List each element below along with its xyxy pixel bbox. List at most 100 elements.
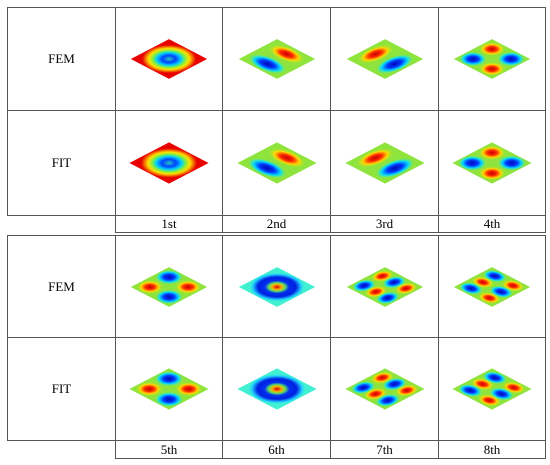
lobe xyxy=(477,394,502,407)
lobe xyxy=(394,281,417,294)
image-cell xyxy=(438,235,546,338)
mode-shape xyxy=(346,266,423,307)
row-header: FIT xyxy=(7,110,116,216)
plate-surface xyxy=(346,266,423,307)
lobe xyxy=(459,51,487,67)
mode-label: 8th xyxy=(438,440,546,459)
row-header: FEM xyxy=(7,235,116,338)
image-cell xyxy=(438,110,546,216)
image-cell xyxy=(222,235,331,338)
mode-label: 3rd xyxy=(330,215,439,233)
mode-label: 2nd xyxy=(222,215,331,233)
mode-shape xyxy=(130,266,208,307)
plate xyxy=(346,266,423,307)
mode-shape xyxy=(452,142,532,184)
lobe xyxy=(478,42,506,57)
plate xyxy=(344,142,425,184)
mode-label: 7th xyxy=(330,440,439,459)
lobe xyxy=(458,155,487,171)
lobe xyxy=(174,381,203,397)
image-cell xyxy=(438,7,546,111)
lobe xyxy=(135,381,164,397)
image-cell xyxy=(222,337,331,441)
lobe xyxy=(478,61,506,76)
mode-shape xyxy=(453,266,531,307)
lobe xyxy=(155,269,183,284)
row-header: FIT xyxy=(7,337,116,441)
lobe xyxy=(248,54,286,74)
image-cell xyxy=(115,7,223,111)
mode-shape xyxy=(129,368,209,410)
lobe xyxy=(478,166,506,181)
mode-shape xyxy=(236,368,317,410)
image-cell xyxy=(222,7,331,111)
plate xyxy=(346,39,423,79)
lobe xyxy=(267,44,305,64)
plate xyxy=(129,142,209,184)
plate xyxy=(452,142,532,184)
mode-shape xyxy=(236,142,317,184)
plate-surface xyxy=(238,266,315,307)
lobe xyxy=(459,281,483,294)
image-cell xyxy=(330,7,439,111)
mode-label: 6th xyxy=(222,440,331,459)
mode-label: 1st xyxy=(115,215,223,233)
image-cell xyxy=(115,110,223,216)
plate xyxy=(238,266,315,307)
plate xyxy=(453,266,531,307)
mode-shape xyxy=(238,266,315,307)
plate-surface xyxy=(129,142,209,184)
lobe xyxy=(136,279,164,294)
plate xyxy=(452,368,532,410)
lobe xyxy=(375,54,413,74)
mode-shape xyxy=(344,368,425,410)
image-cell xyxy=(115,337,223,441)
lobe xyxy=(477,291,501,304)
mode-label: 4th xyxy=(438,215,546,233)
lobe xyxy=(375,158,414,179)
mode-shape xyxy=(453,39,531,79)
lobe xyxy=(155,371,183,386)
plate xyxy=(130,39,208,79)
lobe xyxy=(497,155,526,171)
row-header: FEM xyxy=(7,7,116,111)
image-cell xyxy=(330,110,439,216)
plate-surface xyxy=(236,368,317,410)
lobe xyxy=(155,289,183,304)
plate-surface xyxy=(236,142,317,184)
lobe xyxy=(458,384,483,397)
lobe xyxy=(155,392,183,407)
mode-shape xyxy=(452,368,532,410)
lobe xyxy=(355,147,394,168)
plate xyxy=(129,368,209,410)
plate-surface xyxy=(130,266,208,307)
lobe xyxy=(267,147,306,168)
plate-surface xyxy=(129,368,209,410)
plate xyxy=(236,142,317,184)
lobe xyxy=(356,44,394,64)
image-cell xyxy=(330,337,439,441)
lobe xyxy=(375,291,399,304)
plate xyxy=(130,266,208,307)
plate-surface xyxy=(452,142,532,184)
mode-shape xyxy=(130,39,208,79)
mode-label: 5th xyxy=(115,440,223,459)
image-cell xyxy=(222,110,331,216)
plate xyxy=(453,39,531,79)
lobe xyxy=(394,384,419,397)
lobe xyxy=(497,51,525,67)
lobe xyxy=(375,394,400,407)
plate-surface xyxy=(130,39,208,79)
mode-shape xyxy=(346,39,423,79)
lobe xyxy=(174,279,202,294)
lobe xyxy=(478,145,506,160)
image-cell xyxy=(438,337,546,441)
image-cell xyxy=(115,235,223,338)
mode-shape xyxy=(238,39,315,79)
lobe xyxy=(247,158,286,179)
plate xyxy=(238,39,315,79)
plate xyxy=(344,368,425,410)
image-cell xyxy=(330,235,439,338)
mode-shape xyxy=(344,142,425,184)
